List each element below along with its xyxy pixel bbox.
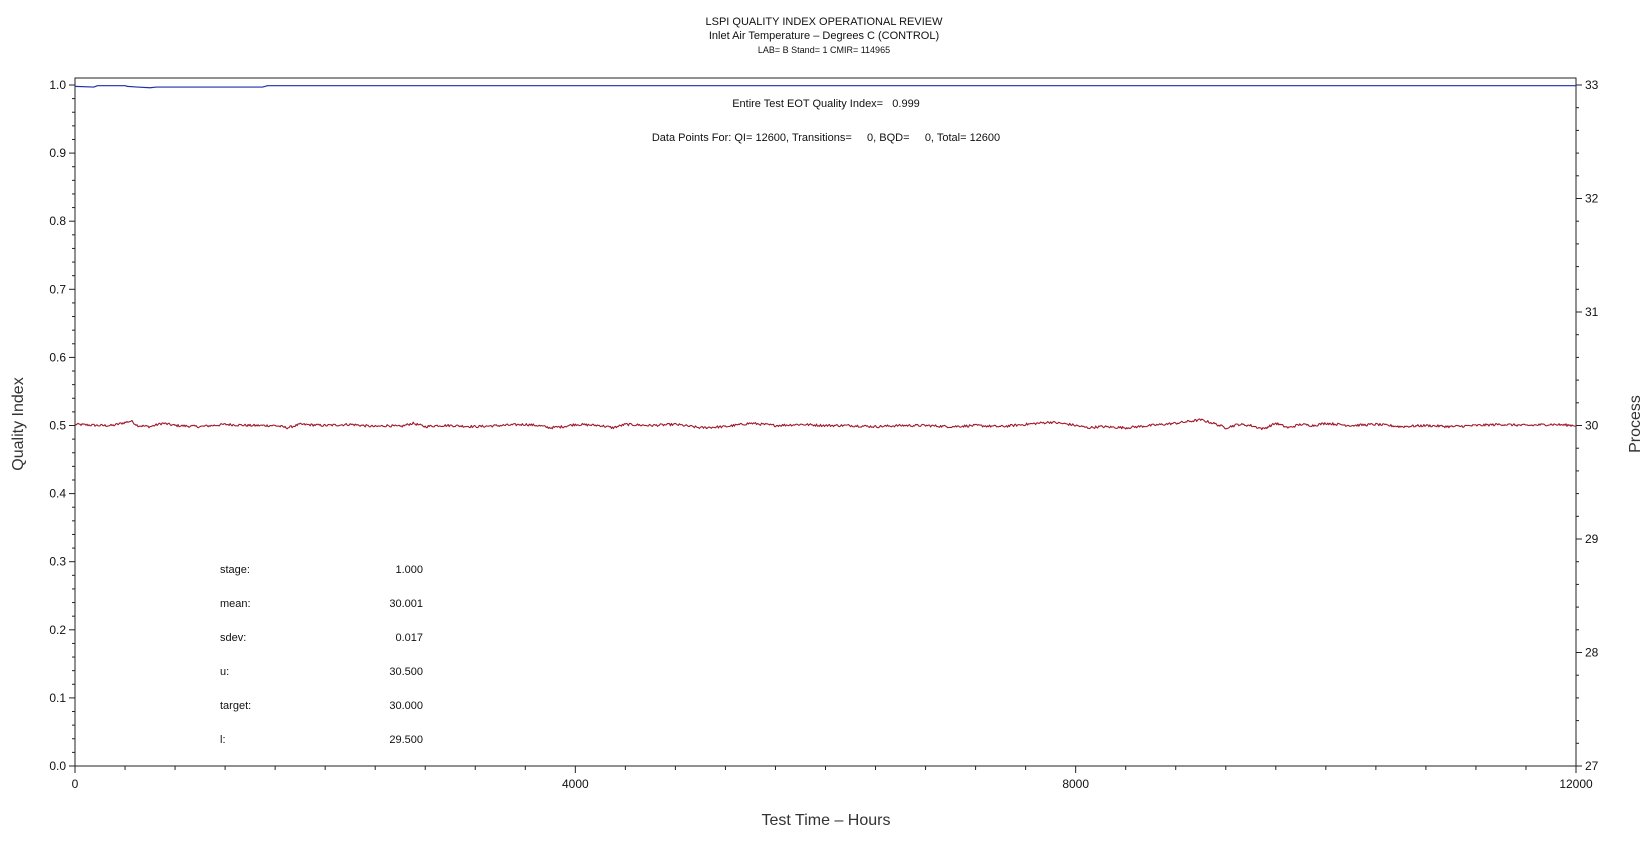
y-tick-label: 1.0 xyxy=(49,78,66,92)
y2-tick-label: 28 xyxy=(1585,646,1599,660)
stats-block: stage: 1.000 mean: 30.001 sdev: 0.017 u: 30.500… xyxy=(220,564,423,746)
stat-value: 1.000 xyxy=(395,564,423,576)
y-tick-label: 0.4 xyxy=(49,487,66,501)
stat-value: 30.000 xyxy=(389,700,423,712)
y-axis-label: Quality Index xyxy=(10,377,27,470)
y-tick-label: 0.5 xyxy=(49,419,66,433)
stat-label: l: xyxy=(220,734,226,746)
stat-label: sdev: xyxy=(220,632,246,644)
x-tick-label: 12000 xyxy=(1559,777,1593,791)
chart-subtitle: Inlet Air Temperature – Degrees C (CONTR… xyxy=(709,30,939,42)
x-tick-label: 8000 xyxy=(1062,777,1089,791)
quality-index-series-line xyxy=(74,85,1576,89)
process-series-line xyxy=(74,418,1577,431)
y-tick-label: 0.6 xyxy=(49,350,66,364)
y-tick-label: 0.9 xyxy=(49,146,66,160)
y2-tick-label: 29 xyxy=(1585,532,1599,546)
axes: 0.0 0.1 0.2 0.3 0.4 0.5 0.6 0.7 0.8 0.9 1.0 27 28 29 3… xyxy=(49,78,1598,791)
stat-value: 30.500 xyxy=(389,666,423,678)
stat-value: 30.001 xyxy=(389,598,423,610)
y2-axis-label: Process xyxy=(1627,395,1644,453)
y2-tick-label: 32 xyxy=(1585,192,1599,206)
y-tick-label: 0.2 xyxy=(49,623,66,637)
quality-index-annotation: Entire Test EOT Quality Index= 0.999 xyxy=(732,98,920,110)
stat-label: u: xyxy=(220,666,229,678)
stat-label: stage: xyxy=(220,564,250,576)
stat-label: mean: xyxy=(220,598,251,610)
chart-title: LSPI QUALITY INDEX OPERATIONAL REVIEW xyxy=(706,16,944,28)
y2-tick-label: 31 xyxy=(1585,305,1599,319)
series-layer xyxy=(74,85,1577,431)
stat-label: target: xyxy=(220,700,251,712)
x-tick-label: 0 xyxy=(72,777,79,791)
y-tick-label: 0.3 xyxy=(49,555,66,569)
y-tick-label: 0.8 xyxy=(49,214,66,228)
stat-value: 0.017 xyxy=(395,632,423,644)
x-tick-label: 4000 xyxy=(562,777,589,791)
stat-value: 29.500 xyxy=(389,734,423,746)
data-points-annotation: Data Points For: QI= 12600, Transitions=… xyxy=(652,132,1000,144)
chart-subtitle-2: LAB= B Stand= 1 CMIR= 114965 xyxy=(758,45,890,55)
y-tick-label: 0.0 xyxy=(49,759,66,773)
x-axis-label: Test Time – Hours xyxy=(762,812,891,829)
y2-tick-label: 27 xyxy=(1585,759,1599,773)
y-tick-label: 0.1 xyxy=(49,691,66,705)
y-tick-label: 0.7 xyxy=(49,282,66,296)
y2-tick-label: 33 xyxy=(1585,78,1599,92)
y2-tick-label: 30 xyxy=(1585,419,1599,433)
